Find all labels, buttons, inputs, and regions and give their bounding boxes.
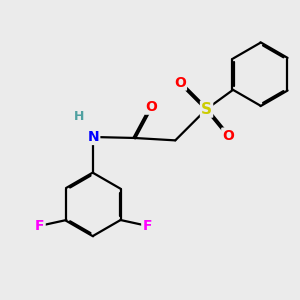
Text: O: O: [174, 76, 186, 90]
Text: O: O: [145, 100, 157, 114]
Text: N: N: [88, 130, 99, 144]
Text: S: S: [201, 102, 212, 117]
Text: H: H: [74, 110, 84, 123]
Text: F: F: [35, 219, 45, 233]
Text: O: O: [222, 129, 234, 142]
Text: F: F: [142, 219, 152, 233]
